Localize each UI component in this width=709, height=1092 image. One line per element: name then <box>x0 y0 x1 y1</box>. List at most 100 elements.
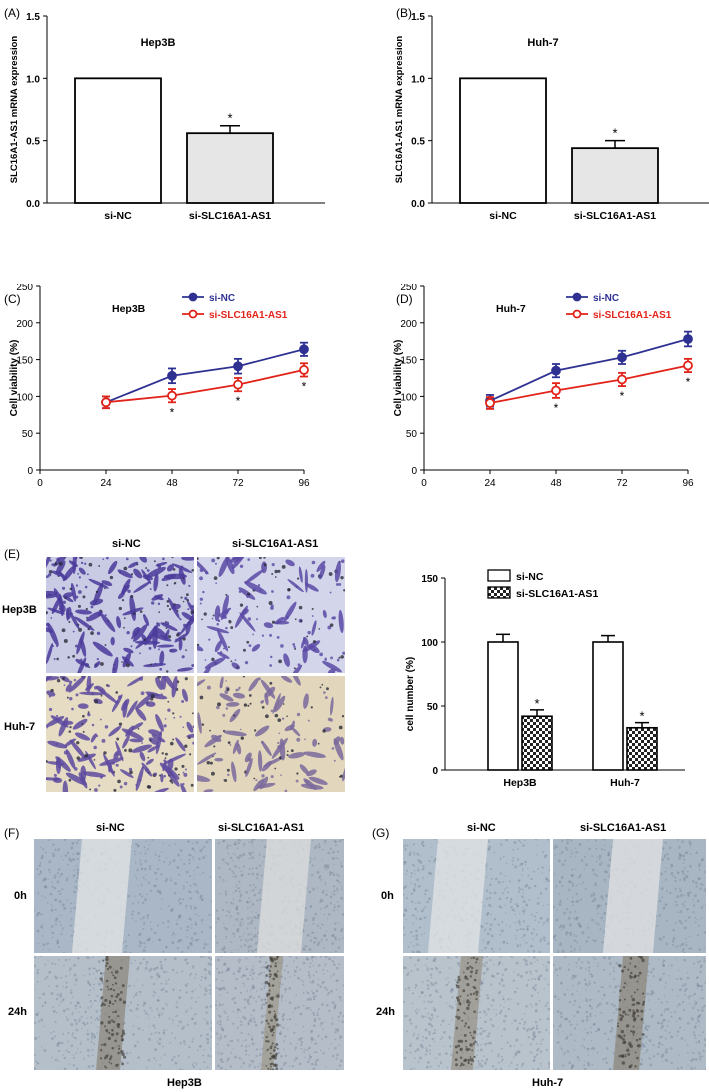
cell-dot <box>455 956 458 959</box>
cell-dot <box>192 966 195 969</box>
cell <box>147 746 157 753</box>
cell-dot <box>58 1043 60 1045</box>
cell <box>308 644 320 654</box>
gap-debris <box>112 974 115 977</box>
cell-dot <box>37 874 39 876</box>
cell-dot <box>56 941 60 945</box>
pore <box>239 603 244 607</box>
cell-dot <box>574 847 576 849</box>
cell-dot <box>557 859 561 863</box>
cell-dot <box>73 1018 77 1022</box>
cell-dot <box>37 1063 39 1065</box>
cell-dot <box>147 1058 151 1062</box>
cell-dot <box>564 859 567 862</box>
cell-dot <box>47 960 49 962</box>
cell-dot <box>556 846 559 849</box>
cell <box>175 737 186 752</box>
cell-dot <box>532 986 536 990</box>
pore <box>261 705 265 709</box>
cell-dot <box>683 877 686 880</box>
cell-dot <box>156 1040 159 1043</box>
cell-dot <box>173 1055 176 1059</box>
pore <box>323 691 326 694</box>
cell-dot <box>54 899 57 902</box>
cell-dot <box>215 909 219 912</box>
cell-dot <box>704 887 706 891</box>
cell <box>128 561 139 569</box>
cell-dot <box>570 850 573 852</box>
cell-dot <box>533 928 536 931</box>
cell-dot <box>323 913 325 916</box>
cell-dot <box>487 911 490 914</box>
cell-dot <box>686 851 688 854</box>
cell-dot <box>220 956 223 958</box>
cell-dot <box>672 875 675 878</box>
cell-dot <box>36 971 39 975</box>
cell-dot <box>480 925 484 929</box>
gap-debris <box>464 1058 468 1062</box>
cell-dot <box>200 975 203 978</box>
cell-dot <box>288 1001 292 1005</box>
cell-dot <box>454 979 457 982</box>
cell-dot <box>62 1009 66 1013</box>
cell-dot <box>54 848 57 852</box>
pore <box>113 788 117 792</box>
pore <box>75 584 79 587</box>
cell-dot <box>548 1066 550 1069</box>
cell <box>145 758 154 765</box>
cell-dot <box>69 859 73 863</box>
cell-dot <box>582 881 585 884</box>
cell-dot <box>44 896 46 899</box>
gap-debris <box>101 1002 104 1005</box>
pore <box>277 569 281 573</box>
pore <box>209 729 211 732</box>
gap-debris <box>466 966 470 970</box>
cell-dot <box>336 901 339 903</box>
cell-dot <box>91 1065 94 1068</box>
cell-dot <box>134 993 138 996</box>
cell-dot <box>263 985 266 988</box>
cell-dot <box>704 1068 706 1070</box>
cell <box>330 696 334 716</box>
cell-dot <box>58 1060 60 1063</box>
pore <box>163 759 167 763</box>
cell-dot <box>64 958 68 962</box>
cell-dot <box>144 946 147 948</box>
cell-dot <box>159 1064 162 1067</box>
pore <box>319 686 322 689</box>
cell-dot <box>225 1060 228 1063</box>
cell-dot <box>661 1053 665 1057</box>
cell-dot <box>314 1039 316 1041</box>
cell-dot <box>685 944 688 947</box>
cell-dot <box>247 945 251 949</box>
cell-dot <box>329 902 333 905</box>
cell-dot <box>337 922 339 924</box>
cell-dot <box>304 945 308 948</box>
cell-dot <box>250 1014 253 1017</box>
gap-debris <box>474 971 478 975</box>
cell-dot <box>486 1034 490 1038</box>
cell-dot <box>256 877 259 880</box>
cell-dot <box>75 1067 79 1070</box>
pore <box>127 589 131 593</box>
cell-dot <box>255 873 259 876</box>
cell-dot <box>189 972 192 975</box>
gap-debris <box>266 992 271 996</box>
gap-debris <box>105 962 109 965</box>
pore <box>292 720 295 724</box>
cell-dot <box>162 921 165 924</box>
gap-debris <box>462 989 466 993</box>
cell-dot <box>209 989 212 992</box>
cell-dot <box>504 888 506 890</box>
cell-dot <box>232 872 235 875</box>
cell-dot <box>288 1065 291 1068</box>
cell-dot <box>433 1031 436 1035</box>
cell <box>58 717 69 737</box>
cell-dot <box>497 1027 499 1029</box>
cell-dot <box>416 910 419 913</box>
cell-dot <box>512 956 514 959</box>
cell-dot <box>328 1009 331 1012</box>
cell-dot <box>597 1028 600 1031</box>
e-bar-1-1 <box>626 726 658 771</box>
cell-dot <box>419 995 421 998</box>
